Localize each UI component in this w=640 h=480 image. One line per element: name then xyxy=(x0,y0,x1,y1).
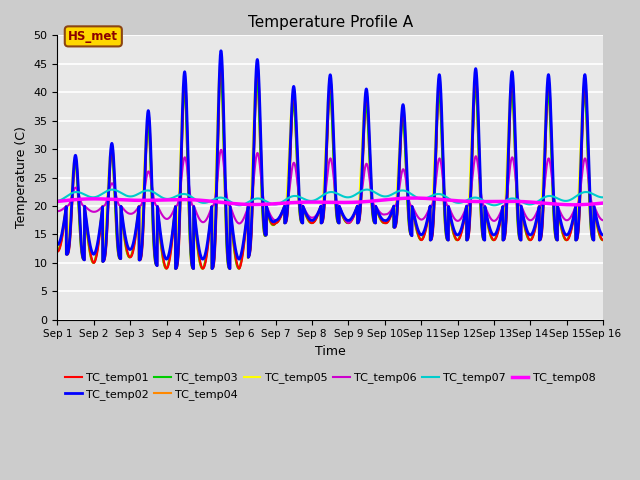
TC_temp05 xyxy=(170,210,178,216)
TC_temp06 xyxy=(384,211,392,216)
Y-axis label: Temperature (C): Temperature (C) xyxy=(15,127,28,228)
TC_temp05 xyxy=(548,140,556,145)
TC_temp03 xyxy=(226,265,234,271)
TC_temp04 xyxy=(217,67,225,73)
TC_temp04 xyxy=(384,218,392,224)
TC_temp04 xyxy=(548,164,556,169)
TC_temp07 xyxy=(54,198,61,204)
TC_temp05 xyxy=(216,63,224,69)
Line: TC_temp08: TC_temp08 xyxy=(58,198,604,205)
TC_temp08 xyxy=(599,200,607,206)
TC_temp05 xyxy=(206,217,214,223)
TC_temp07 xyxy=(363,187,371,192)
TC_temp03 xyxy=(206,223,214,228)
TC_temp08 xyxy=(206,198,214,204)
TC_temp08 xyxy=(383,197,391,203)
TC_temp07 xyxy=(600,194,607,200)
TC_temp03 xyxy=(548,159,556,165)
TC_temp04 xyxy=(206,221,214,227)
TC_temp06 xyxy=(206,209,214,215)
TC_temp04 xyxy=(54,249,61,254)
TC_temp04 xyxy=(170,212,178,217)
TC_temp08 xyxy=(548,201,556,207)
TC_temp01 xyxy=(394,213,401,219)
TC_temp04 xyxy=(599,237,607,243)
TC_temp01 xyxy=(54,249,61,254)
TC_temp08 xyxy=(170,197,178,203)
TC_temp02 xyxy=(172,265,179,271)
Line: TC_temp01: TC_temp01 xyxy=(58,58,604,268)
X-axis label: Time: Time xyxy=(315,345,346,358)
TC_temp02 xyxy=(394,205,401,211)
TC_temp06 xyxy=(170,206,178,212)
TC_temp05 xyxy=(171,265,179,271)
TC_temp06 xyxy=(218,147,225,153)
TC_temp02 xyxy=(599,232,607,238)
TC_temp04 xyxy=(394,207,401,213)
TC_temp01 xyxy=(548,141,556,146)
Line: TC_temp04: TC_temp04 xyxy=(58,70,604,268)
TC_temp05 xyxy=(384,218,392,224)
Title: Temperature Profile A: Temperature Profile A xyxy=(248,15,413,30)
TC_temp03 xyxy=(394,210,401,216)
TC_temp05 xyxy=(394,182,401,188)
Line: TC_temp06: TC_temp06 xyxy=(58,150,604,224)
TC_temp02 xyxy=(54,242,61,248)
TC_temp07 xyxy=(490,203,498,208)
TC_temp08 xyxy=(410,195,418,201)
TC_temp06 xyxy=(600,217,607,223)
Line: TC_temp03: TC_temp03 xyxy=(58,73,604,268)
Legend: TC_temp01, TC_temp02, TC_temp03, TC_temp04, TC_temp05, TC_temp06, TC_temp07, TC_: TC_temp01, TC_temp02, TC_temp03, TC_temp… xyxy=(61,368,600,404)
TC_temp01 xyxy=(206,225,214,231)
TC_temp01 xyxy=(599,237,607,243)
TC_temp08 xyxy=(54,199,61,204)
TC_temp06 xyxy=(54,208,61,214)
TC_temp06 xyxy=(236,221,243,227)
TC_temp03 xyxy=(384,219,392,225)
Text: HS_met: HS_met xyxy=(68,30,118,43)
TC_temp07 xyxy=(599,194,607,200)
TC_temp05 xyxy=(600,237,607,243)
TC_temp07 xyxy=(206,199,214,204)
Line: TC_temp02: TC_temp02 xyxy=(58,51,604,268)
TC_temp03 xyxy=(217,70,225,76)
TC_temp01 xyxy=(218,55,225,61)
TC_temp07 xyxy=(548,193,556,199)
TC_temp02 xyxy=(384,216,392,222)
TC_temp08 xyxy=(393,196,401,202)
TC_temp03 xyxy=(599,237,607,243)
TC_temp07 xyxy=(384,193,392,199)
TC_temp03 xyxy=(54,249,61,254)
TC_temp05 xyxy=(599,237,607,243)
TC_temp08 xyxy=(600,200,607,206)
TC_temp02 xyxy=(548,135,556,141)
TC_temp01 xyxy=(170,217,178,223)
TC_temp04 xyxy=(226,265,234,271)
TC_temp07 xyxy=(393,189,401,194)
TC_temp04 xyxy=(600,237,607,243)
TC_temp03 xyxy=(170,214,178,219)
TC_temp06 xyxy=(394,198,401,204)
TC_temp05 xyxy=(54,248,61,254)
TC_temp07 xyxy=(170,194,178,200)
TC_temp02 xyxy=(217,48,225,54)
TC_temp08 xyxy=(570,202,578,208)
TC_temp02 xyxy=(170,214,178,219)
Line: TC_temp05: TC_temp05 xyxy=(58,66,604,268)
TC_temp02 xyxy=(600,232,607,238)
TC_temp01 xyxy=(600,237,607,243)
TC_temp01 xyxy=(384,219,392,225)
TC_temp06 xyxy=(599,217,607,223)
TC_temp06 xyxy=(548,172,556,178)
TC_temp03 xyxy=(600,237,607,243)
TC_temp01 xyxy=(172,265,180,271)
Line: TC_temp07: TC_temp07 xyxy=(58,190,604,205)
TC_temp02 xyxy=(206,220,214,226)
